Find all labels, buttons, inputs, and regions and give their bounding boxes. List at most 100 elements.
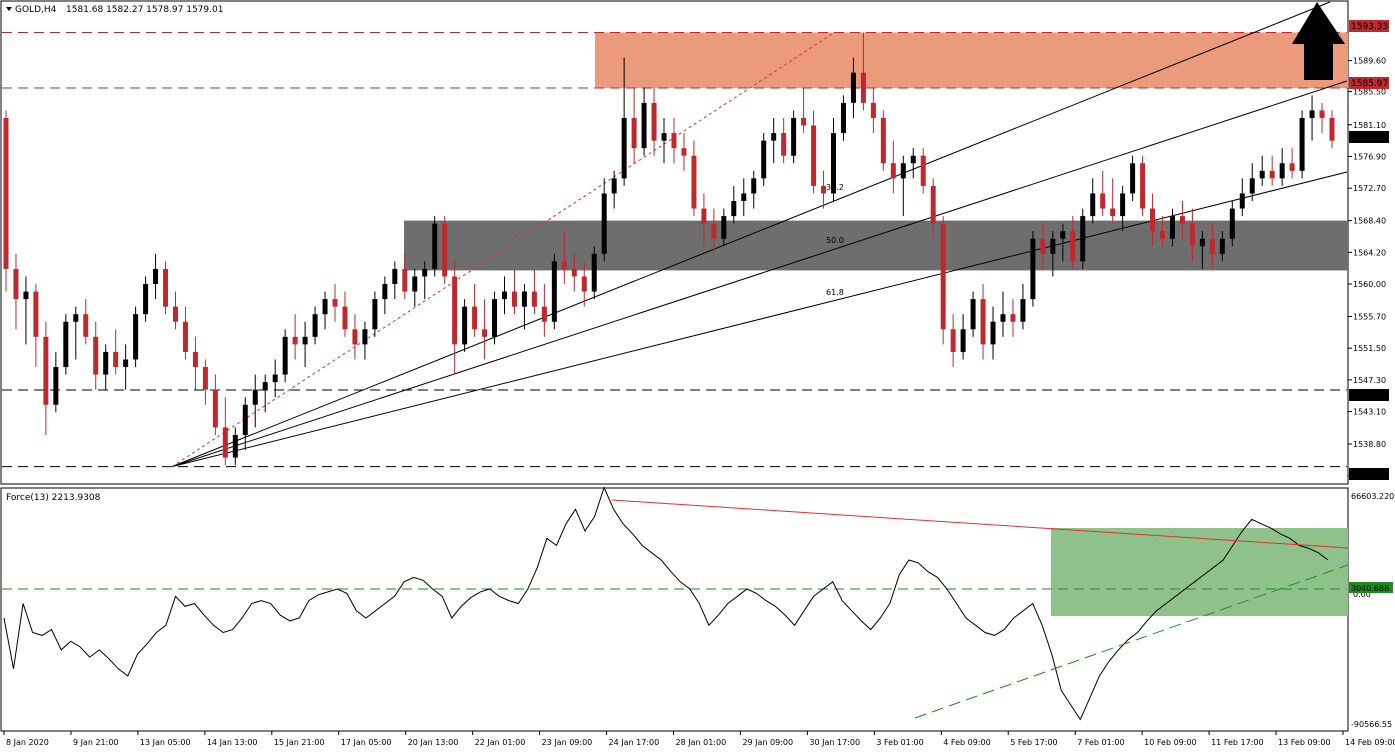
time-tick-label: 13 Feb 09:00 bbox=[1278, 738, 1330, 747]
candle-body bbox=[701, 208, 707, 224]
candle-body bbox=[452, 276, 458, 345]
candle-body bbox=[711, 223, 717, 239]
candle-body bbox=[611, 178, 617, 194]
candle-body bbox=[1179, 216, 1185, 224]
candle-body bbox=[1100, 193, 1106, 209]
candle-body bbox=[1289, 163, 1295, 171]
price-tick-label: 1576.90 bbox=[1353, 152, 1386, 161]
candle-body bbox=[1150, 208, 1156, 232]
candle-body bbox=[462, 306, 468, 345]
candle-body bbox=[402, 268, 408, 292]
candle-body bbox=[1020, 299, 1026, 322]
candle-body bbox=[781, 133, 787, 156]
candle-body bbox=[3, 117, 9, 269]
candle-body bbox=[940, 223, 946, 330]
time-tick-label: 22 Jan 01:00 bbox=[475, 738, 526, 747]
candle-body bbox=[302, 336, 308, 345]
current-price-label: 1579.01 bbox=[1351, 133, 1388, 143]
candle-body bbox=[731, 200, 737, 217]
candle-body bbox=[831, 133, 837, 194]
candle-body bbox=[691, 155, 697, 209]
candle-body bbox=[1160, 231, 1166, 239]
fan-line-0 bbox=[171, 1, 1331, 468]
candle-body bbox=[990, 321, 996, 345]
time-tick-label: 30 Jan 17:00 bbox=[809, 738, 860, 747]
candle-body bbox=[811, 125, 817, 186]
time-tick-label: 15 Jan 21:00 bbox=[274, 738, 325, 747]
symbol-label: GOLD,H4 bbox=[15, 5, 57, 15]
candle-body bbox=[791, 117, 797, 156]
time-tick-label: 13 Jan 05:00 bbox=[140, 738, 191, 747]
candle-body bbox=[1219, 238, 1225, 254]
time-tick-label: 3 Feb 01:00 bbox=[876, 738, 923, 747]
resistance-zone bbox=[595, 32, 1348, 89]
candle-body bbox=[63, 321, 69, 368]
candle-body bbox=[33, 291, 39, 337]
candle-body bbox=[372, 299, 378, 330]
candle-body bbox=[93, 336, 99, 375]
chevron-down-icon[interactable] bbox=[6, 7, 12, 11]
candle-body bbox=[53, 367, 59, 405]
candle-body bbox=[551, 261, 557, 322]
fan-line-1 bbox=[171, 80, 1348, 468]
force-level-badge bbox=[1349, 582, 1393, 593]
force-title: Force(13) 2213.9308 bbox=[6, 493, 101, 503]
fib-label-61: 61.8 bbox=[826, 288, 844, 297]
candle-body bbox=[1000, 314, 1006, 322]
force-tick-bottom: -90566.55 bbox=[1351, 720, 1392, 729]
candle-body bbox=[73, 314, 79, 322]
candle-body bbox=[212, 389, 218, 428]
candle-body bbox=[322, 299, 328, 315]
candle-body bbox=[950, 329, 956, 352]
candle-body bbox=[1090, 193, 1096, 217]
candle-body bbox=[103, 351, 109, 375]
force-line bbox=[3, 486, 1329, 721]
price-tick-label: 1568.40 bbox=[1353, 217, 1386, 226]
candle-body bbox=[182, 321, 188, 352]
candle-body bbox=[1010, 314, 1016, 322]
force-tick-zero: 0.00 bbox=[1353, 590, 1371, 599]
candle-body bbox=[880, 117, 886, 164]
candle-body bbox=[531, 291, 537, 307]
candle-body bbox=[511, 291, 517, 307]
candle-body bbox=[771, 133, 777, 141]
candle-body bbox=[591, 253, 597, 292]
candle-body bbox=[1269, 170, 1275, 179]
candle-body bbox=[163, 268, 169, 307]
price-tick-label: 1547.30 bbox=[1353, 376, 1386, 385]
candle-body bbox=[192, 351, 198, 368]
force-support-line bbox=[914, 564, 1349, 719]
candle-body bbox=[143, 284, 149, 315]
candle-body bbox=[840, 102, 846, 134]
candle-body bbox=[1189, 223, 1195, 247]
candle-body bbox=[1299, 117, 1305, 171]
time-tick-label: 14 Feb 09:00 bbox=[1345, 738, 1395, 747]
price-tick-label: 1581.10 bbox=[1353, 121, 1386, 130]
horizontal-levels bbox=[2, 31, 1347, 468]
candle-body bbox=[123, 359, 129, 368]
candle-body bbox=[1249, 178, 1255, 194]
candle-body bbox=[521, 291, 527, 307]
candle-body bbox=[910, 155, 916, 164]
price-tick-label: 1589.60 bbox=[1353, 57, 1386, 66]
candle-body bbox=[312, 314, 318, 337]
level-label-1545: 1545.95 bbox=[1351, 391, 1388, 401]
time-tick-label: 10 Feb 09:00 bbox=[1144, 738, 1196, 747]
force-resistance-line bbox=[611, 499, 1349, 549]
candle-body bbox=[741, 193, 747, 201]
candle-body bbox=[113, 351, 119, 368]
candle-body bbox=[1130, 163, 1136, 194]
candle-body bbox=[890, 163, 896, 179]
candle-body bbox=[153, 268, 159, 285]
candle-body bbox=[641, 102, 647, 149]
candle-body bbox=[721, 216, 727, 239]
price-tick-label: 1555.70 bbox=[1353, 312, 1386, 321]
time-tick-label: 23 Jan 09:00 bbox=[542, 738, 593, 747]
candle-body bbox=[801, 117, 807, 126]
candle-body bbox=[661, 133, 667, 141]
candle-body bbox=[13, 268, 19, 300]
candle-body bbox=[1110, 208, 1116, 217]
candle-body bbox=[1309, 110, 1315, 118]
candle-body bbox=[472, 306, 478, 330]
